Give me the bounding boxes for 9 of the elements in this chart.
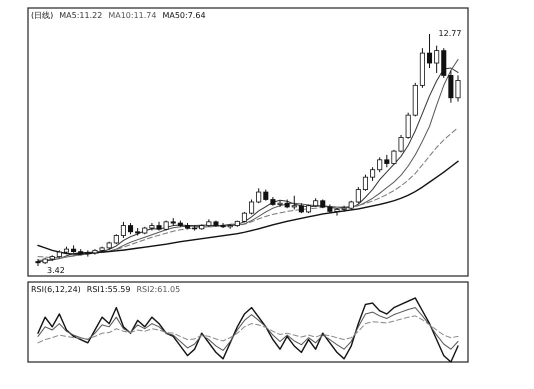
text: MA5:11.22: [59, 11, 102, 20]
title: RSI(6,12,24): [31, 285, 81, 294]
annotation: 12.77: [438, 29, 462, 38]
text: MA50:7.64: [162, 11, 206, 20]
annotation: 3.42: [47, 266, 65, 275]
text: RSI1:55.59: [86, 285, 130, 294]
title: (日线): [31, 11, 54, 20]
text: RSI2:61.05: [136, 285, 180, 294]
text: MA10:11.74: [108, 11, 156, 20]
